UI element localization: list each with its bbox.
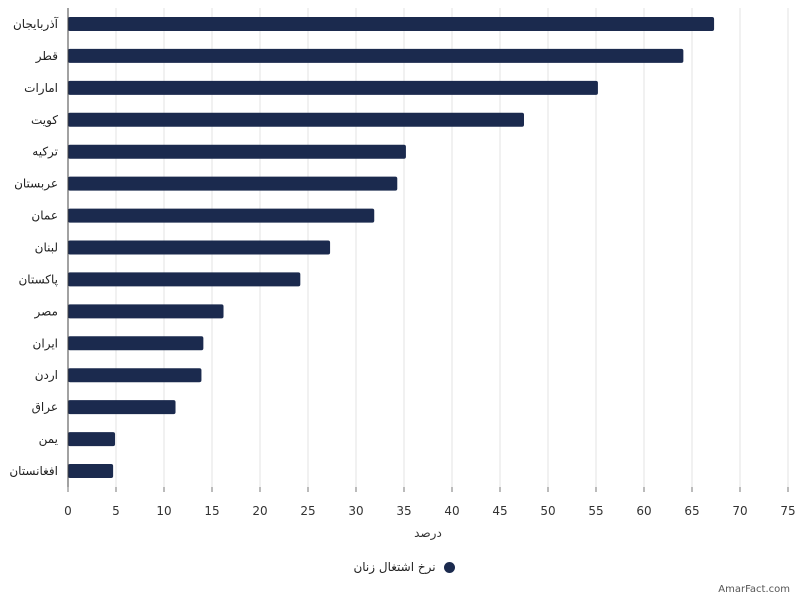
- bar[interactable]: [68, 304, 224, 319]
- x-tick-label: 75: [780, 504, 795, 518]
- x-tick-label: 5: [112, 504, 120, 518]
- x-tick-label: 50: [540, 504, 555, 518]
- x-tick-label: 0: [64, 504, 72, 518]
- x-tick-label: 15: [204, 504, 219, 518]
- x-tick-label: 60: [636, 504, 651, 518]
- category-label: افغانستان: [9, 464, 58, 478]
- bar[interactable]: [68, 208, 375, 223]
- x-tick-label: 45: [492, 504, 507, 518]
- category-label: عراق: [32, 400, 58, 415]
- category-labels: آذربایجان قطر امارات کویت ترکیه عربستان عمان لب…: [9, 16, 58, 478]
- bar[interactable]: [68, 464, 114, 479]
- bar[interactable]: [68, 336, 204, 351]
- bar[interactable]: [68, 112, 524, 127]
- x-tick-label: 65: [684, 504, 699, 518]
- legend-label: نرخ اشتغال زنان: [353, 560, 436, 574]
- bar[interactable]: [68, 80, 598, 95]
- bar[interactable]: [68, 400, 176, 415]
- category-label: عربستان: [14, 177, 58, 192]
- category-label: ترکیه: [32, 145, 58, 160]
- category-label: آذربایجان: [13, 16, 59, 32]
- category-label: پاکستان: [18, 272, 58, 286]
- legend-marker: [443, 561, 455, 573]
- legend[interactable]: نرخ اشتغال زنان: [0, 560, 808, 576]
- category-label: لبنان: [35, 241, 58, 255]
- bars: [68, 16, 715, 479]
- category-label: امارات: [24, 81, 58, 96]
- x-tick-label: 25: [300, 504, 315, 518]
- watermark: AmarFact.com: [718, 584, 790, 595]
- category-label: اردن: [35, 368, 58, 383]
- bar[interactable]: [68, 240, 331, 255]
- category-label: کویت: [31, 113, 58, 128]
- category-label: عمان: [31, 209, 58, 223]
- category-label: مصر: [34, 304, 58, 319]
- x-axis-ticks: 0 5 10 15 20 25 30 35 40 45 50 55 60 65 70 75: [64, 487, 796, 518]
- category-label: یمن: [39, 432, 58, 447]
- bar[interactable]: [68, 432, 116, 447]
- category-label: قطر: [35, 49, 58, 64]
- x-tick-label: 70: [732, 504, 747, 518]
- bar[interactable]: [68, 16, 715, 31]
- x-axis-title: درصد: [414, 526, 442, 541]
- bar[interactable]: [68, 144, 406, 159]
- x-tick-label: 35: [396, 504, 411, 518]
- x-tick-label: 55: [588, 504, 603, 518]
- bar[interactable]: [68, 272, 301, 287]
- bar[interactable]: [68, 368, 202, 383]
- category-label: ایران: [33, 336, 58, 351]
- x-tick-label: 40: [444, 504, 459, 518]
- x-tick-label: 10: [156, 504, 171, 518]
- x-tick-label: 30: [348, 504, 363, 518]
- x-tick-label: 20: [252, 504, 267, 518]
- bar[interactable]: [68, 176, 398, 191]
- bar[interactable]: [68, 48, 684, 63]
